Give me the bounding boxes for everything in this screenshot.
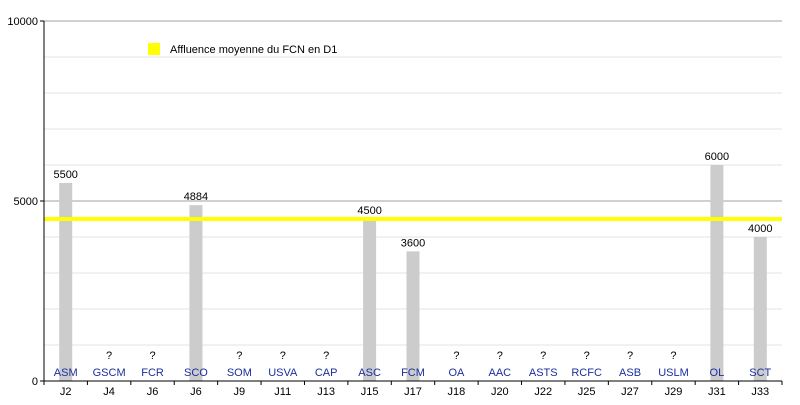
x-tick-label: J6 — [190, 386, 202, 398]
x-tick-label: J22 — [534, 386, 552, 398]
y-tick-labels: 0 5000 10000 — [7, 16, 38, 388]
x-tick-label: J29 — [665, 386, 683, 398]
team-label: GSCM — [93, 367, 126, 379]
data-label: ? — [323, 350, 329, 362]
x-tick-label: J33 — [751, 386, 769, 398]
bar — [189, 205, 203, 381]
y-tick-label: 10000 — [7, 16, 38, 28]
y-tick-label: 0 — [32, 376, 38, 388]
data-label: 4500 — [357, 205, 381, 217]
team-label: USLM — [658, 367, 689, 379]
team-label: AAC — [489, 367, 512, 379]
x-tick-label: J2 — [60, 386, 72, 398]
x-tick-label: J20 — [491, 386, 509, 398]
team-label: SOM — [227, 367, 252, 379]
data-label: ? — [106, 350, 112, 362]
data-label: ? — [453, 350, 459, 362]
team-label: ASB — [619, 367, 641, 379]
legend-swatch — [148, 43, 160, 55]
team-label: FCM — [401, 367, 425, 379]
team-label: ASTS — [529, 367, 558, 379]
team-label: ASC — [358, 367, 381, 379]
grid-lines — [44, 20, 782, 346]
team-label: SCO — [184, 367, 208, 379]
x-tick-label: J11 — [274, 386, 291, 398]
value-labels: 5500? ? 4884?? ? 4500 3600????? ? 6000 4000 — [53, 151, 772, 362]
data-label: 4884 — [184, 191, 208, 203]
x-tick-label: J17 — [404, 386, 422, 398]
bar — [753, 237, 767, 381]
team-label: FCR — [141, 367, 164, 379]
data-label: 4000 — [748, 223, 772, 235]
bar — [710, 165, 724, 381]
data-label: ? — [497, 350, 503, 362]
x-tick-label: J6 — [147, 386, 159, 398]
team-label: CAP — [315, 367, 338, 379]
team-label: ASM — [54, 367, 78, 379]
y-tick-label: 5000 — [14, 196, 38, 208]
x-tick-label: J27 — [621, 386, 639, 398]
x-tick-label: J18 — [448, 386, 466, 398]
data-label: ? — [236, 350, 242, 362]
legend-label: Affluence moyenne du FCN en D1 — [170, 44, 337, 56]
axes — [40, 20, 783, 385]
x-tick-label: J31 — [708, 386, 726, 398]
data-label: 5500 — [53, 169, 77, 181]
x-tick-label: J25 — [578, 386, 596, 398]
data-label: 6000 — [705, 151, 729, 163]
data-label: ? — [584, 350, 590, 362]
team-label: SCT — [749, 367, 771, 379]
data-label: ? — [627, 350, 633, 362]
data-label: ? — [149, 350, 155, 362]
bar — [59, 183, 73, 381]
data-label: ? — [670, 350, 676, 362]
x-tick-label: J13 — [317, 386, 335, 398]
x-tick-label: J4 — [103, 386, 115, 398]
x-tick-label: J9 — [234, 386, 246, 398]
data-label: ? — [280, 350, 286, 362]
team-label: OL — [710, 367, 725, 379]
x-tick-label: J15 — [361, 386, 379, 398]
x-tick-labels: J2 J4 J6 J6 J9 J11 J13 J15 J17 J18 J20 J22 J25 J27 J29… — [60, 386, 769, 398]
data-label: ? — [540, 350, 546, 362]
bar — [363, 219, 377, 381]
team-labels: ASM GSCM FCR SCO SOM USVA CAP ASC FCM OA AAC ASTS RC… — [54, 367, 772, 379]
data-label: 3600 — [401, 237, 425, 249]
team-label: USVA — [268, 367, 298, 379]
bar — [406, 251, 420, 381]
team-label: RCFC — [571, 367, 602, 379]
team-label: OA — [448, 367, 465, 379]
legend: Affluence moyenne du FCN en D1 — [148, 43, 337, 56]
